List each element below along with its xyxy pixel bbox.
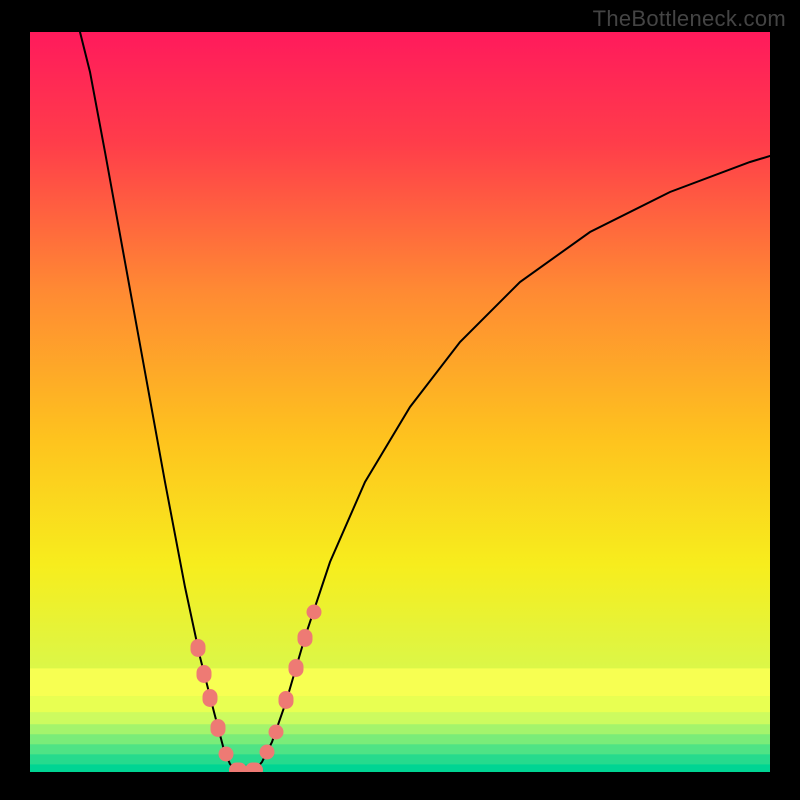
watermark-text: TheBottleneck.com bbox=[593, 6, 786, 32]
bottleneck-chart bbox=[30, 32, 770, 772]
chart-svg bbox=[30, 32, 770, 772]
